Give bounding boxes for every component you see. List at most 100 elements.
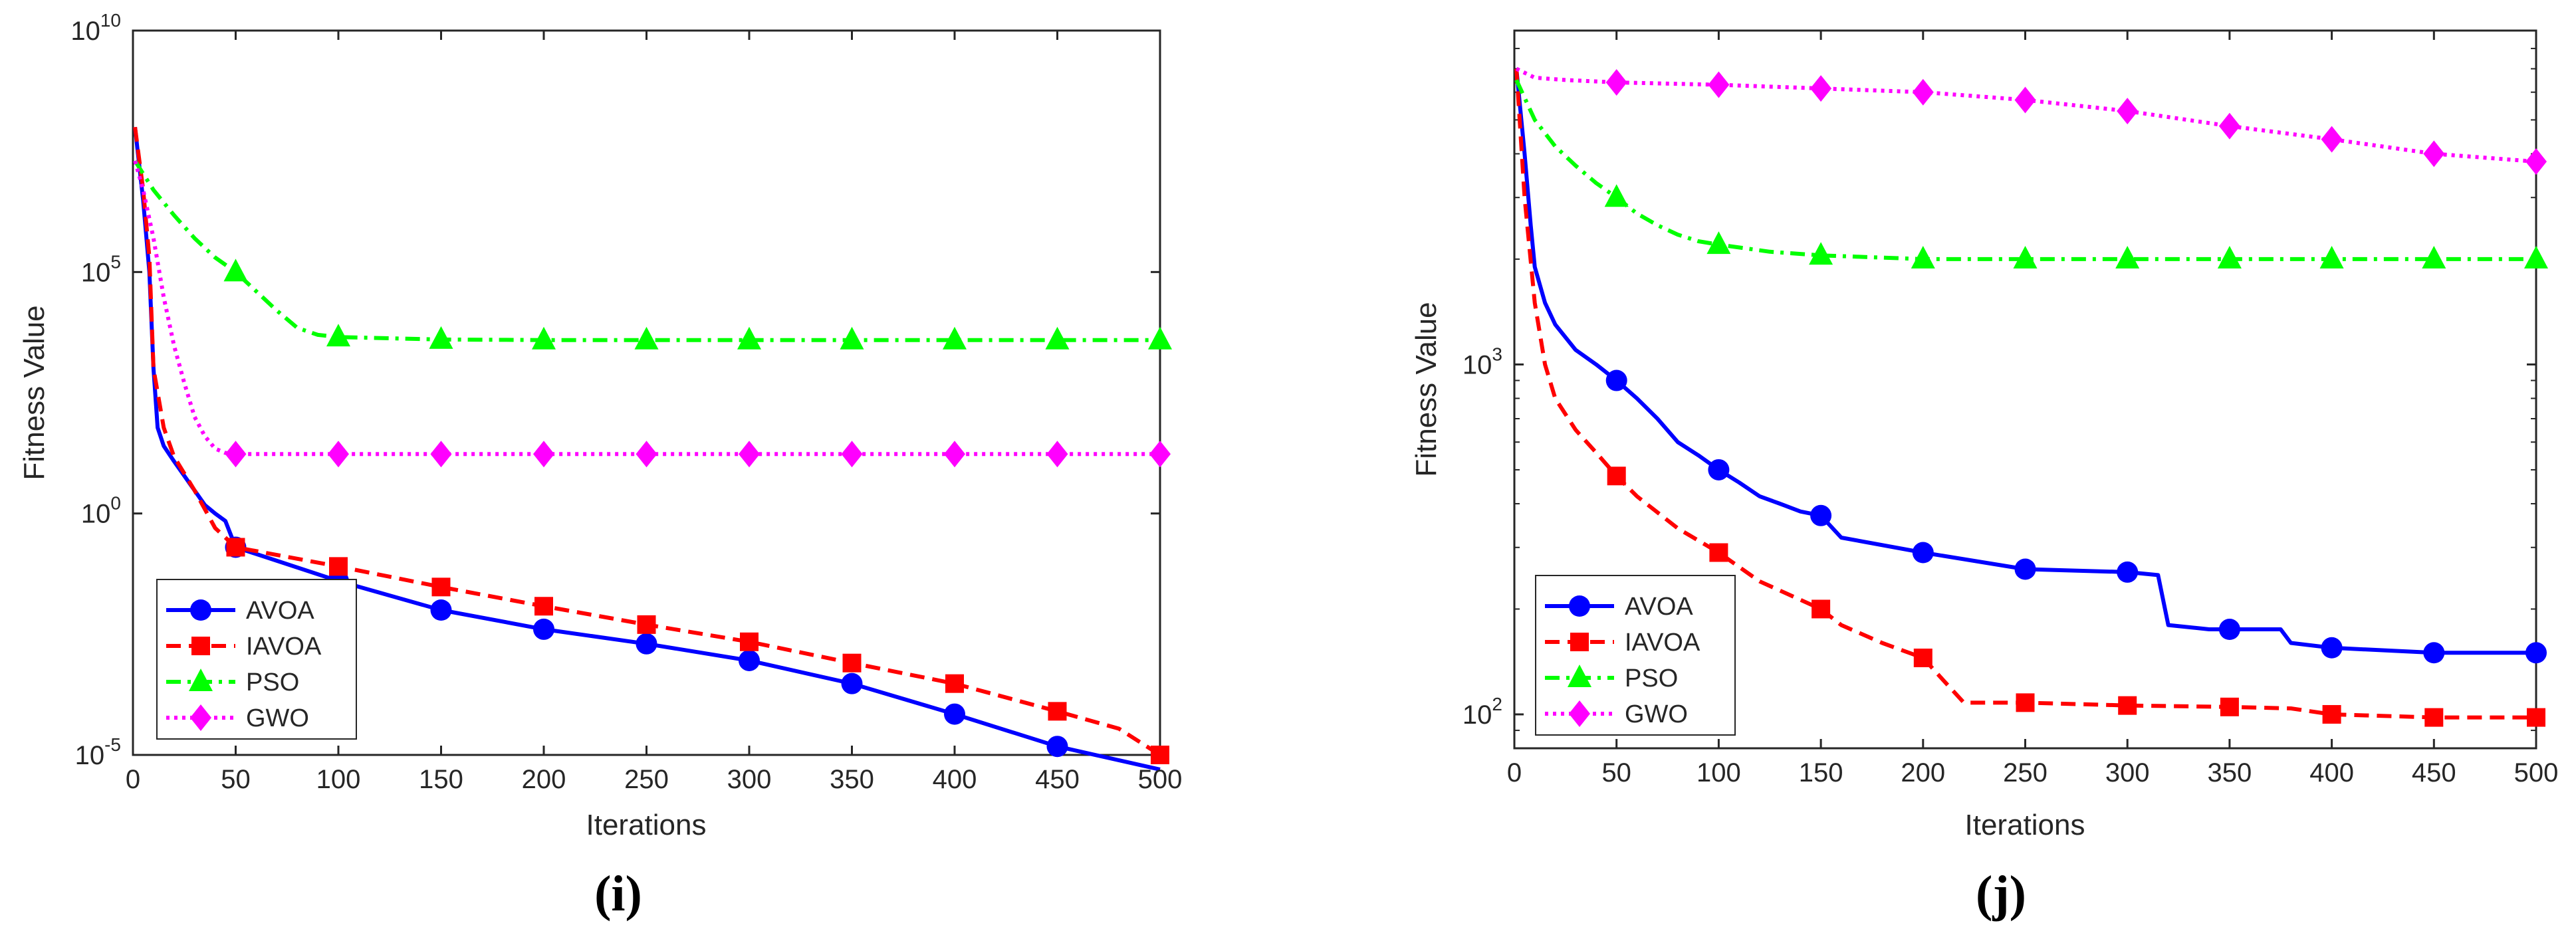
panel-caption: (j) <box>1976 866 2026 922</box>
data-point-pso <box>634 326 659 350</box>
data-point-pso <box>2013 245 2038 268</box>
legend-marker-pso <box>1568 665 1591 687</box>
legend-label-gwo: GWO <box>1625 700 1688 728</box>
y-tick-label: 10-5 <box>75 734 121 770</box>
legend: AVOA IAVOA PSO GWO <box>156 579 357 740</box>
legend-label-avoa: AVOA <box>1625 593 1693 621</box>
series-iavoa <box>1514 68 2545 727</box>
data-point-avoa <box>739 649 760 671</box>
y-tick-label: 100 <box>81 493 121 529</box>
y-axis-label: Fitness Value <box>1410 302 1443 476</box>
data-point-iavoa <box>842 653 862 673</box>
data-point-avoa <box>2014 558 2036 580</box>
x-tick-label: 400 <box>2309 758 2354 787</box>
series-line-pso <box>1514 79 2536 261</box>
x-tick-label: 150 <box>419 765 463 794</box>
panel-caption: (i) <box>594 866 642 922</box>
data-point-pso <box>532 326 556 350</box>
axis-ticks <box>1513 30 2537 749</box>
x-tick-label: 250 <box>624 765 669 794</box>
data-point-pso <box>1809 242 1833 265</box>
data-point-avoa <box>430 599 452 621</box>
data-point-gwo <box>1912 78 1934 106</box>
data-point-iavoa <box>1607 467 1626 486</box>
data-point-avoa <box>1605 369 1627 391</box>
data-point-iavoa <box>637 615 656 634</box>
tick-labels: 0 50 100 150 200 250 300 350 400 450 500 10-5 100 105… <box>70 10 1182 794</box>
data-point-gwo <box>739 441 760 468</box>
x-tick-label: 500 <box>2514 758 2559 787</box>
legend-marker-gwo <box>1569 700 1590 727</box>
data-point-gwo <box>2218 112 2240 140</box>
data-point-iavoa <box>2118 696 2137 715</box>
data-point-avoa <box>2321 637 2343 659</box>
data-point-iavoa <box>1151 746 1169 764</box>
data-point-gwo <box>2117 98 2139 125</box>
series-gwo <box>1515 66 2547 175</box>
legend-marker-pso <box>189 669 213 691</box>
data-point-avoa <box>1810 504 1832 526</box>
data-point-iavoa <box>2527 708 2545 727</box>
data-point-pso <box>1604 184 1629 207</box>
y-tick-label: 102 <box>1463 694 1502 730</box>
data-point-pso <box>943 326 967 350</box>
data-point-pso <box>223 259 248 282</box>
data-point-pso <box>2422 245 2446 268</box>
data-point-iavoa <box>1709 543 1728 562</box>
data-point-pso <box>840 326 864 350</box>
x-tick-label: 100 <box>316 765 361 794</box>
chart-panel-j: 0 50 100 150 200 250 300 350 400 450 500 102 103 Ite… <box>1410 29 2558 922</box>
series-layer <box>133 126 1172 772</box>
x-tick-label: 350 <box>2208 758 2252 787</box>
legend-label-iavoa: IAVOA <box>1625 629 1700 657</box>
x-tick-label: 150 <box>1799 758 1843 787</box>
data-point-gwo <box>636 441 657 468</box>
data-point-iavoa <box>534 597 553 616</box>
data-point-gwo <box>1708 71 1730 98</box>
x-tick-label: 50 <box>1601 758 1631 787</box>
x-tick-label: 50 <box>221 765 251 794</box>
data-point-gwo <box>533 441 554 468</box>
legend-marker-iavoa <box>1570 633 1589 651</box>
data-point-avoa <box>2117 561 2139 583</box>
data-point-avoa <box>1912 542 1934 564</box>
data-point-pso <box>2524 245 2548 268</box>
data-point-gwo <box>2423 140 2445 167</box>
series-layer <box>1514 66 2548 727</box>
data-point-gwo <box>430 441 452 468</box>
legend-label-pso: PSO <box>246 669 299 696</box>
data-point-avoa <box>2423 642 2445 664</box>
data-point-pso <box>1911 245 1935 268</box>
data-point-gwo <box>944 441 965 468</box>
x-tick-label: 0 <box>126 765 140 794</box>
legend-marker-iavoa <box>191 637 210 655</box>
data-point-pso <box>429 326 453 349</box>
data-point-avoa <box>2525 642 2547 664</box>
tick-labels: 0 50 100 150 200 250 300 350 400 450 500 102 103 <box>1463 344 2558 787</box>
legend-label-gwo: GWO <box>246 704 309 732</box>
legend-label-iavoa: IAVOA <box>246 633 322 661</box>
legend-box <box>156 579 357 740</box>
data-point-gwo <box>1810 75 1832 102</box>
data-point-pso <box>2319 245 2344 268</box>
data-point-gwo <box>1149 441 1171 468</box>
x-tick-label: 300 <box>727 765 772 794</box>
data-point-avoa <box>1046 736 1068 758</box>
data-point-avoa <box>636 633 657 655</box>
legend-label-pso: PSO <box>1625 665 1678 692</box>
x-tick-label: 400 <box>933 765 977 794</box>
chart-panel-i: 0 50 100 150 200 250 300 350 400 450 500 10-5 100 105… <box>18 10 1182 922</box>
data-point-avoa <box>533 618 554 640</box>
data-point-pso <box>1706 231 1731 255</box>
data-point-pso <box>2217 245 2242 268</box>
y-tick-label: 105 <box>81 251 121 287</box>
x-axis-label: Iterations <box>586 809 707 841</box>
y-tick-label: 1010 <box>70 10 121 46</box>
data-point-iavoa <box>1913 649 1932 668</box>
x-tick-label: 450 <box>2412 758 2456 787</box>
data-point-gwo <box>1605 68 1627 96</box>
x-tick-label: 100 <box>1697 758 1741 787</box>
x-tick-label: 200 <box>1901 758 1945 787</box>
data-point-avoa <box>944 703 965 725</box>
x-tick-label: 350 <box>830 765 874 794</box>
